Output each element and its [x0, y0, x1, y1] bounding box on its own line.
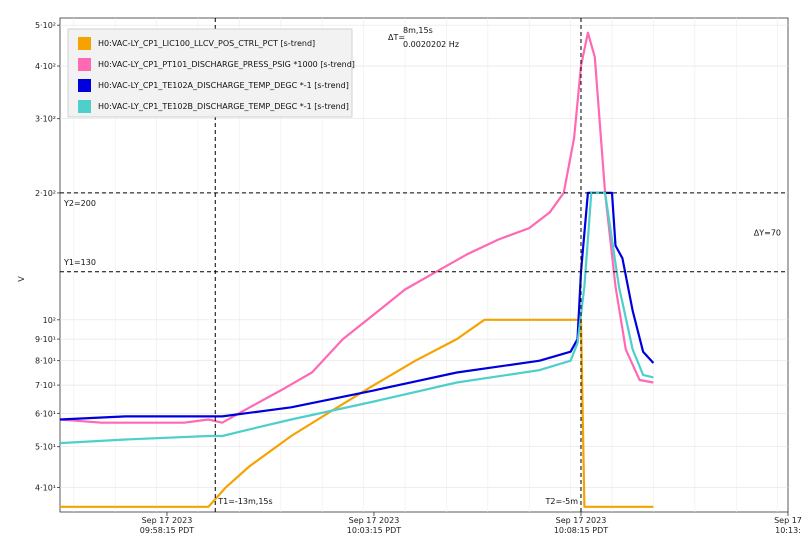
x-tick-label: Sep 17 2023 — [556, 516, 607, 525]
legend-swatch — [78, 100, 91, 113]
y-tick-label: 2·10² — [35, 189, 56, 198]
y-tick-label: 4·10² — [35, 62, 56, 71]
x-tick-label: 10:03:15 PDT — [347, 526, 401, 535]
x-tick-label: 10:08:15 PDT — [554, 526, 608, 535]
legend-entry: H0:VAC-LY_CP1_TE102A_DISCHARGE_TEMP_DEGC… — [98, 81, 349, 90]
legend: H0:VAC-LY_CP1_LIC100_LLCV_POS_CTRL_PCT [… — [67, 28, 355, 118]
x-tick-label: Sep 17 2023 — [349, 516, 400, 525]
horizontal-cursor-label: Y2=200 — [63, 199, 96, 208]
series-layer — [59, 31, 655, 508]
x-tick-label: Sep 17 2023 — [142, 516, 193, 525]
x-tick-label: 10:13: — [775, 526, 801, 535]
vertical-cursor-label: T2=-5m — [545, 497, 579, 506]
legend-swatch — [78, 37, 91, 50]
y-axis-label: V — [17, 276, 26, 282]
y-tick-label: 4·10¹ — [35, 484, 56, 493]
y-tick-label: 9·10¹ — [35, 335, 56, 344]
delta-y-label: ΔY=70 — [754, 228, 781, 237]
cursor-layer[interactable]: T1=-13m,15s T2=-5m Y2=200 Y1=130 ΔT=8m,15s 0.… — [60, 18, 788, 512]
x-tick-label: Sep 17 — [774, 516, 802, 525]
series-line-3 — [59, 191, 655, 421]
delta-t-frequency: 0.0020202 Hz — [403, 40, 459, 49]
y-tick-label: 3·10² — [35, 115, 56, 124]
y-axis: 4·10¹ 5·10¹ 6·10¹ 7·10¹ 8·10¹ 9·10¹ 10² 2·10² 3·… — [35, 21, 60, 493]
delta-t-value: 8m,15s — [403, 26, 433, 35]
legend-swatch — [78, 58, 91, 71]
series-line-4 — [59, 191, 654, 445]
y-tick-label: 5·10¹ — [35, 443, 56, 452]
legend-swatch — [78, 79, 91, 92]
y-tick-label: 5·10² — [35, 21, 56, 30]
series-line-2 — [59, 31, 654, 424]
horizontal-cursor-label: Y1=130 — [63, 258, 96, 267]
legend-box — [67, 28, 353, 118]
vertical-cursor-label: T1=-13m,15s — [217, 497, 272, 506]
y-tick-label: 8·10¹ — [35, 357, 56, 366]
y-tick-label: 6·10¹ — [35, 409, 56, 418]
x-tick-label: 09:58:15 PDT — [140, 526, 194, 535]
y-tick-label: 7·10¹ — [35, 381, 56, 390]
legend-entry: H0:VAC-LY_CP1_TE102B_DISCHARGE_TEMP_DEGC… — [98, 102, 349, 111]
delta-t-label: ΔT= — [388, 33, 405, 42]
legend-entry: H0:VAC-LY_CP1_LIC100_LLCV_POS_CTRL_PCT [… — [98, 39, 315, 48]
legend-entry: H0:VAC-LY_CP1_PT101_DISCHARGE_PRESS_PSIG… — [98, 60, 355, 69]
y-tick-label: 10² — [43, 316, 56, 325]
